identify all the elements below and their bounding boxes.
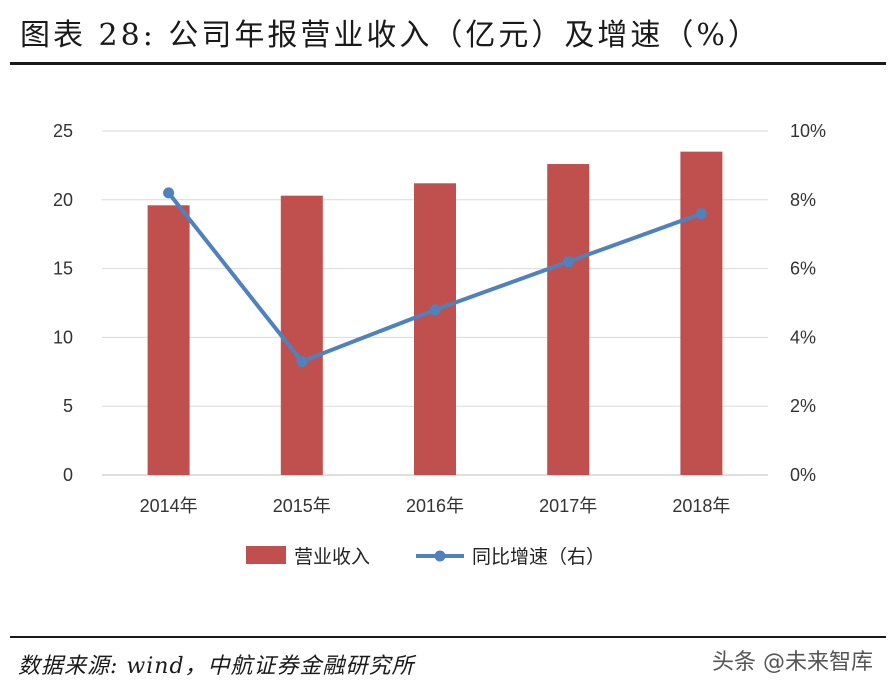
x-tick-label: 2016年: [406, 496, 464, 516]
legend-marker-growth: [434, 550, 446, 562]
growth-point: [163, 187, 175, 199]
x-tick-label: 2014年: [140, 496, 198, 516]
combo-chart: 0 5 10 15 20 25 0% 2% 4% 6% 8% 10% 2014年 2015年 2016年…: [53, 121, 826, 568]
y-left-tick-label: 0: [63, 465, 73, 485]
y-right-tick-label: 2%: [790, 396, 816, 416]
growth-point: [695, 208, 707, 220]
chart-title: 图表 28: 公司年报营业收入（亿元）及增速（%）: [20, 18, 761, 53]
y-right-tick-label: 4%: [790, 327, 816, 347]
y-right-tick-label: 10%: [790, 121, 826, 141]
bar-revenue: [147, 205, 190, 475]
bar-revenue: [280, 195, 323, 475]
x-tick-label: 2018年: [672, 496, 730, 516]
data-source-note: 数据来源: wind，中航证券金融研究所: [18, 654, 415, 679]
y-right-tick-label: 0%: [790, 465, 816, 485]
title-divider: [10, 62, 886, 65]
legend-label-revenue: 营业收入: [294, 546, 370, 568]
bar-revenue: [547, 164, 590, 476]
footer-divider: [10, 636, 886, 638]
legend-label-growth: 同比增速（右）: [472, 546, 605, 568]
bar-revenue: [414, 183, 456, 475]
x-tick-label: 2015年: [273, 496, 331, 516]
growth-point: [429, 304, 441, 316]
y-left-tick-label: 10: [53, 327, 73, 347]
y-right-tick-label: 8%: [790, 190, 816, 210]
legend-swatch-revenue: [246, 546, 286, 564]
x-tick-label: 2017年: [539, 496, 597, 516]
bar-revenue: [680, 151, 723, 475]
growth-point: [562, 256, 574, 268]
y-left-tick-label: 5: [63, 396, 73, 416]
y-right-tick-label: 6%: [790, 259, 816, 279]
y-left-tick-label: 20: [53, 190, 73, 210]
growth-point: [296, 355, 308, 367]
y-left-tick-label: 25: [53, 121, 73, 141]
watermark: 头条 @未来智库: [712, 650, 873, 675]
y-left-tick-label: 15: [53, 259, 73, 279]
